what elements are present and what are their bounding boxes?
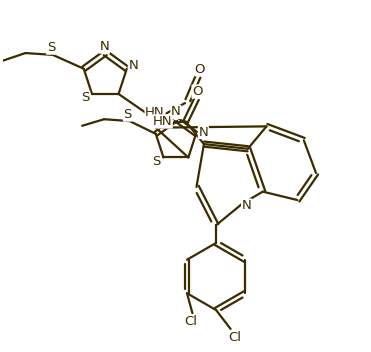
Text: Cl: Cl <box>229 331 242 344</box>
Text: N: N <box>100 40 109 53</box>
Text: S: S <box>124 108 132 121</box>
Text: N: N <box>198 126 208 138</box>
Text: Cl: Cl <box>184 315 197 328</box>
Text: N: N <box>171 105 181 118</box>
Text: O: O <box>195 63 205 76</box>
Text: S: S <box>152 155 160 168</box>
Text: N: N <box>128 58 138 71</box>
Text: O: O <box>192 85 203 98</box>
Text: S: S <box>47 41 55 54</box>
Text: S: S <box>81 91 90 104</box>
Text: HN: HN <box>145 106 165 119</box>
Text: N: N <box>242 199 252 212</box>
Text: HN: HN <box>152 115 172 128</box>
